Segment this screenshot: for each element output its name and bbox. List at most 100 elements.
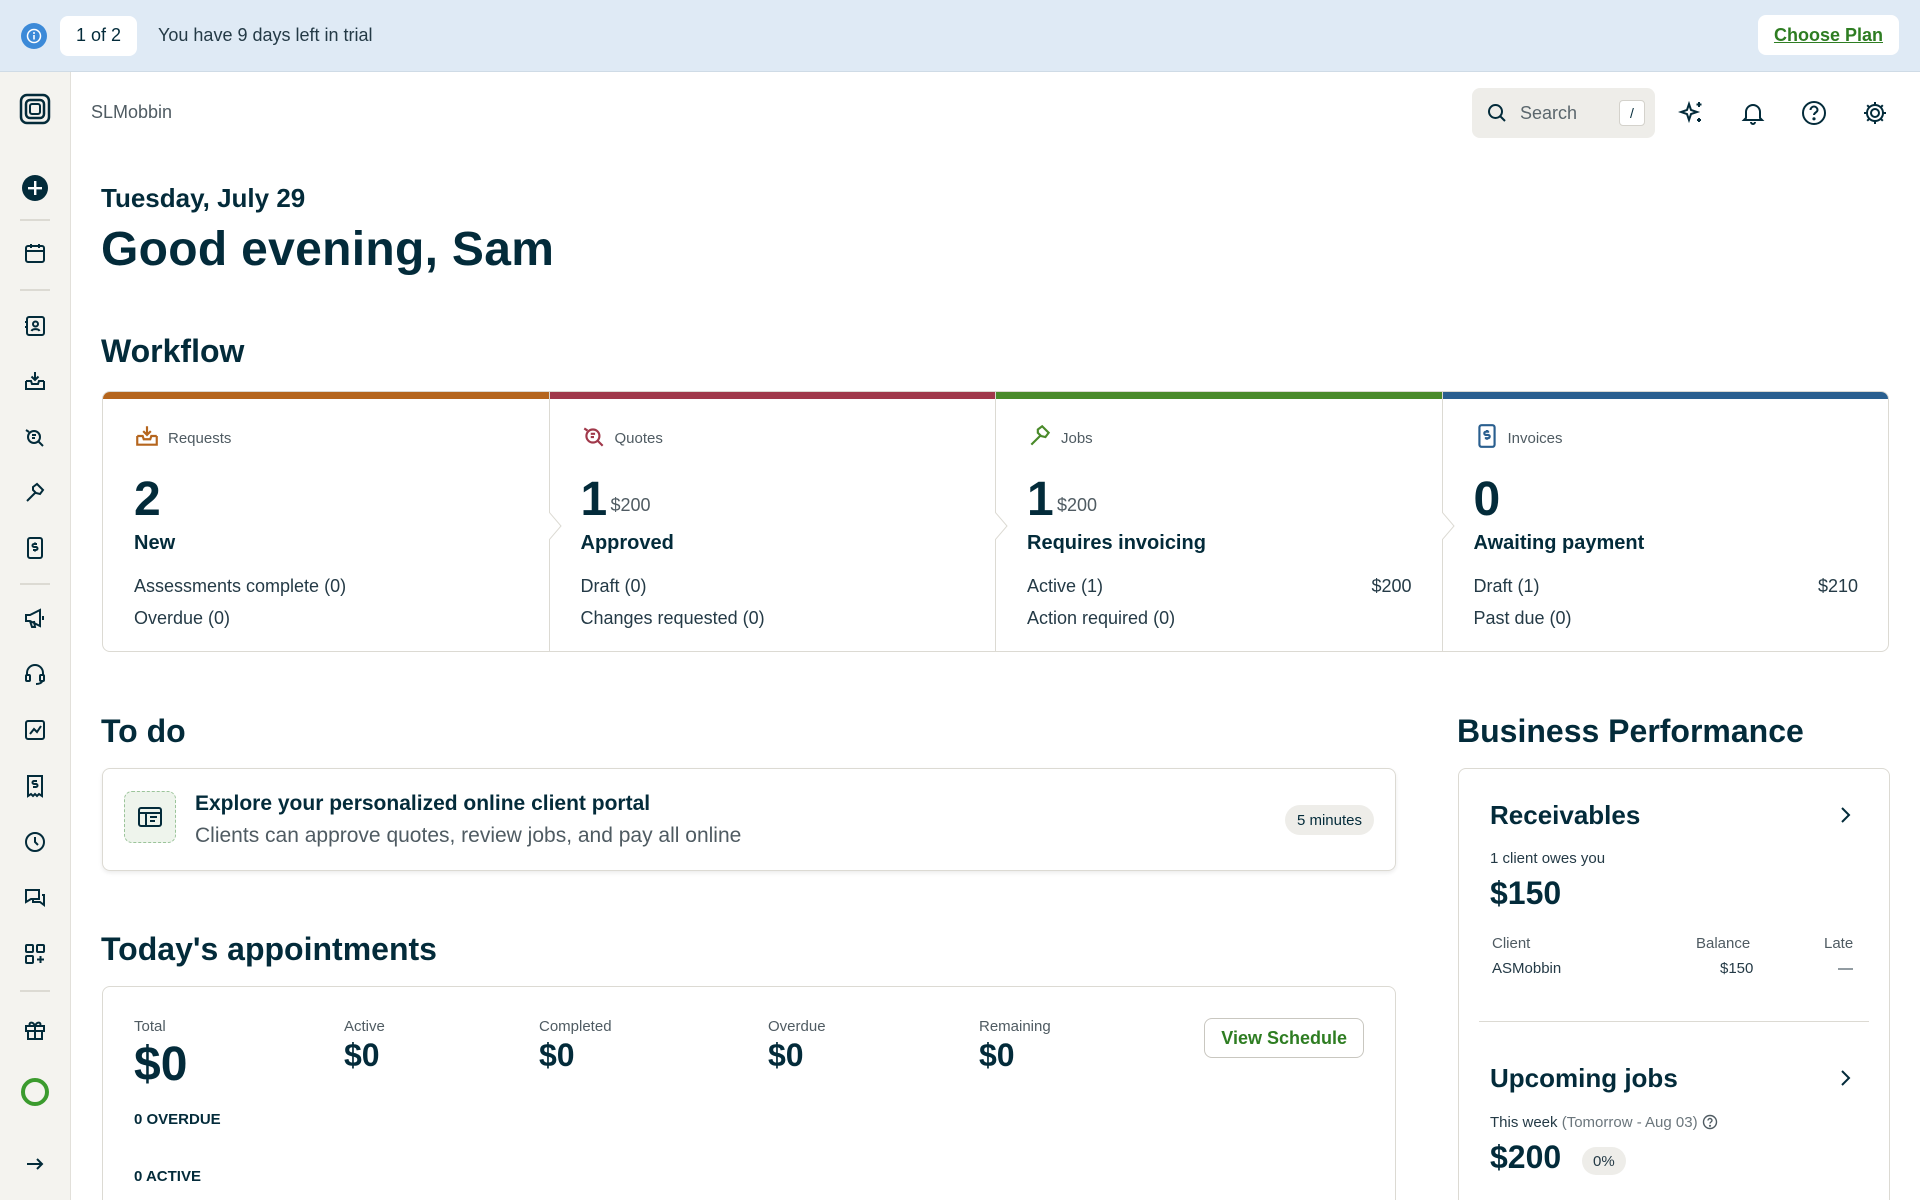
- clients-icon[interactable]: [19, 310, 51, 342]
- workflow-label: Quotes: [614, 430, 663, 447]
- banner-pager[interactable]: 1 of 2: [60, 15, 138, 56]
- expand-arrow-icon[interactable]: [19, 1148, 51, 1180]
- receivables-title[interactable]: Receivables: [1490, 800, 1641, 830]
- workflow-row[interactable]: Action required (0): [1027, 608, 1176, 628]
- workflow-panel: Requests 2 New Assessments complete (0) …: [102, 391, 1889, 652]
- help-question-icon[interactable]: [1702, 1114, 1718, 1134]
- quotes-icon[interactable]: [19, 421, 51, 453]
- workflow-label: Jobs: [1061, 430, 1093, 447]
- notifications-bell-icon[interactable]: [1738, 98, 1768, 128]
- account-name[interactable]: SLMobbin: [91, 102, 173, 122]
- workflow-count: 2: [134, 473, 161, 526]
- receivables-amount: $150: [1490, 875, 1562, 911]
- workflow-requests[interactable]: Requests 2 New Assessments complete (0) …: [103, 392, 550, 651]
- messages-chat-icon[interactable]: [19, 882, 51, 914]
- workflow-label: Invoices: [1507, 430, 1563, 447]
- upcoming-jobs-amount: $200: [1490, 1139, 1562, 1175]
- overdue-count-label: 0 OVERDUE: [134, 1111, 221, 1128]
- reports-chart-icon[interactable]: [19, 714, 51, 746]
- workflow-invoices[interactable]: Invoices 0 Awaiting payment Draft (1) $21…: [1441, 392, 1888, 651]
- app-logo-icon[interactable]: [19, 93, 51, 125]
- appt-stat-overdue: Overdue $0: [768, 1018, 826, 1073]
- help-question-icon[interactable]: [1799, 98, 1829, 128]
- left-rail: [0, 72, 71, 1200]
- appt-stat-remaining: Remaining $0: [979, 1018, 1051, 1073]
- invoices-icon: [1474, 423, 1500, 454]
- workflow-amount: $200: [610, 495, 651, 515]
- workflow-status: Awaiting payment: [1473, 532, 1645, 554]
- setup-progress-ring-icon[interactable]: [19, 1076, 51, 1108]
- workflow-heading: Workflow: [101, 333, 245, 369]
- trial-message: You have 9 days left in trial: [158, 25, 373, 45]
- workflow-row[interactable]: Changes requested (0): [580, 608, 765, 628]
- receivable-late: —: [1838, 960, 1853, 977]
- workflow-label: Requests: [168, 430, 232, 447]
- workflow-amount: $200: [1057, 495, 1098, 515]
- create-plus-icon[interactable]: [19, 172, 51, 204]
- workflow-count: 1: [580, 473, 608, 526]
- workflow-count: 0: [1473, 473, 1501, 526]
- active-count-label: 0 ACTIVE: [134, 1168, 201, 1185]
- upcoming-percent-badge: 0%: [1582, 1147, 1626, 1175]
- chevron-right-icon[interactable]: [1835, 805, 1855, 825]
- appt-stat-active: Active $0: [344, 1018, 385, 1073]
- workflow-row[interactable]: Draft (1) $210: [1473, 576, 1859, 596]
- greeting-heading: Good evening, Sam: [101, 223, 555, 276]
- jobs-icon[interactable]: [19, 477, 51, 509]
- ai-sparkle-icon[interactable]: [1677, 98, 1707, 128]
- view-schedule-button[interactable]: View Schedule: [1204, 1018, 1364, 1058]
- workflow-quotes[interactable]: Quotes 1 $200 Approved Draft (0) Changes…: [548, 392, 996, 651]
- workflow-row[interactable]: Assessments complete (0): [134, 576, 347, 596]
- col-late: Late: [1824, 935, 1854, 952]
- search-icon: [1486, 102, 1508, 124]
- col-balance: Balance: [1696, 935, 1751, 952]
- workflow-status: Requires invoicing: [1027, 532, 1206, 554]
- chevron-right-icon[interactable]: [1835, 1068, 1855, 1088]
- receivables-owes: 1 client owes you: [1490, 850, 1606, 867]
- requests-icon[interactable]: [19, 365, 51, 397]
- appointments-heading: Today's appointments: [101, 931, 437, 967]
- jobs-icon: [1027, 423, 1053, 454]
- quotes-icon: [581, 423, 607, 454]
- expenses-receipt-icon[interactable]: [19, 770, 51, 802]
- settings-gear-icon[interactable]: [1860, 98, 1890, 128]
- choose-plan-button[interactable]: Choose Plan: [1757, 15, 1899, 55]
- workflow-row[interactable]: Overdue (0): [134, 608, 231, 628]
- todo-subtitle: Clients can approve quotes, review jobs,…: [195, 824, 742, 847]
- requests-icon: [134, 423, 160, 454]
- trial-banner: 1 of 2 You have 9 days left in trial Cho…: [0, 0, 1920, 72]
- workflow-row[interactable]: Draft (0): [580, 576, 647, 596]
- marketing-megaphone-icon[interactable]: [19, 602, 51, 634]
- workflow-row[interactable]: Active (1) $200: [1027, 576, 1412, 596]
- search-shortcut-key: /: [1619, 100, 1645, 126]
- workflow-count: 1: [1027, 473, 1054, 526]
- upcoming-jobs-title[interactable]: Upcoming jobs: [1490, 1063, 1678, 1093]
- business-performance-heading: Business Performance: [1457, 713, 1804, 749]
- workflow-jobs[interactable]: Jobs 1 $200 Requires invoicing Active (1…: [995, 392, 1443, 651]
- search-placeholder: Search: [1520, 102, 1578, 123]
- timesheet-clock-icon[interactable]: [19, 826, 51, 858]
- col-client: Client: [1492, 935, 1531, 952]
- appt-stat-total: Total $0: [134, 1018, 188, 1091]
- calendar-icon[interactable]: [19, 237, 51, 269]
- search-input[interactable]: Search /: [1472, 88, 1655, 138]
- todo-heading: To do: [101, 713, 186, 749]
- workflow-status: New: [134, 532, 176, 554]
- gift-icon[interactable]: [19, 1014, 51, 1046]
- appt-stat-completed: Completed $0: [539, 1018, 612, 1073]
- todo-time-badge: 5 minutes: [1284, 805, 1374, 835]
- receivable-client[interactable]: ASMobbin: [1492, 960, 1562, 977]
- todo-title: Explore your personalized online client …: [195, 792, 651, 815]
- appointments-panel: Total $0 Active $0 Completed $0 Overdue …: [102, 986, 1396, 1200]
- todo-item-client-portal[interactable]: Explore your personalized online client …: [102, 768, 1396, 871]
- invoices-icon[interactable]: [19, 532, 51, 564]
- receivable-balance: $150: [1720, 960, 1754, 977]
- apps-grid-icon[interactable]: [19, 938, 51, 970]
- workflow-row[interactable]: Past due (0): [1473, 608, 1572, 628]
- support-headset-icon[interactable]: [19, 658, 51, 690]
- upcoming-range: This week (Tomorrow - Aug 03): [1490, 1114, 1718, 1134]
- workflow-status: Approved: [580, 532, 674, 554]
- info-icon: [21, 22, 47, 49]
- current-date: Tuesday, July 29: [101, 183, 306, 213]
- client-portal-icon: [124, 791, 176, 843]
